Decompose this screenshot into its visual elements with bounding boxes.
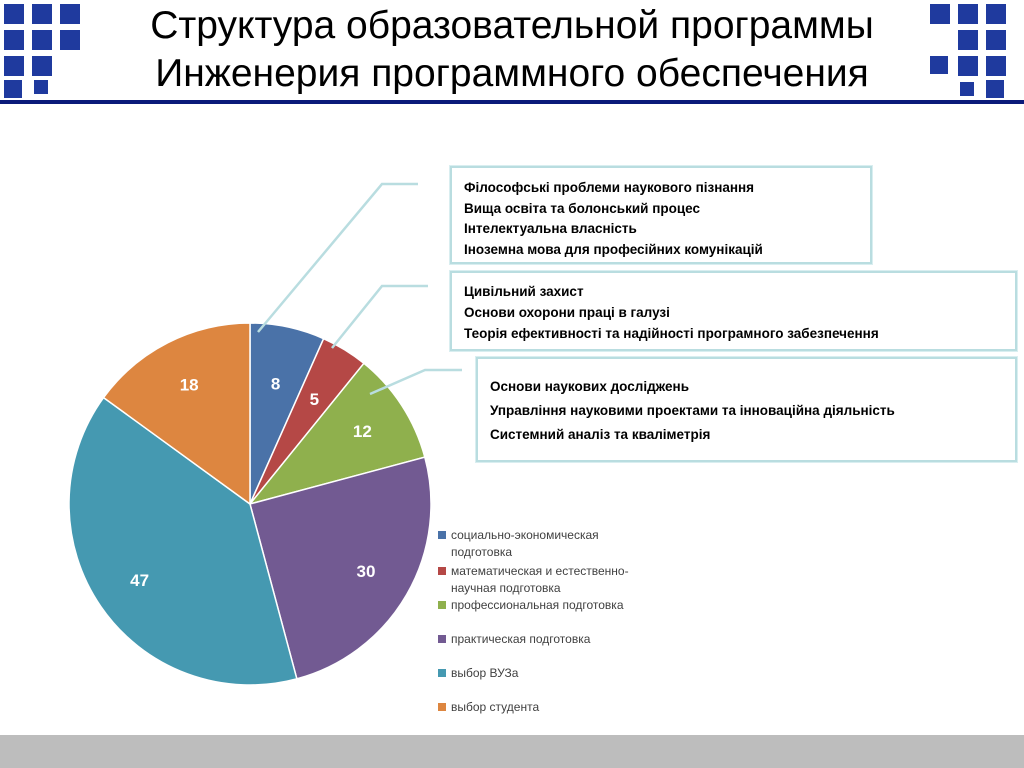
decorative-tile — [986, 30, 1006, 50]
legend-label: практическая подготовка — [451, 632, 591, 646]
callout-2-line: Основи охорони праці в галузі — [464, 305, 670, 320]
pie-slice — [68, 396, 298, 686]
callout-3-line: Основи наукових досліджень — [490, 379, 690, 394]
decorative-tile — [32, 30, 52, 50]
callout-box-1: Філософські проблеми наукового пізнання … — [450, 166, 872, 264]
decorative-tile — [958, 56, 978, 76]
callout-leader-line — [369, 368, 462, 396]
header-banner: Структура образовательной программы Инже… — [0, 0, 1024, 104]
legend-swatch — [438, 567, 446, 575]
legend-swatch — [438, 601, 446, 609]
pie-data-label: 5 — [310, 390, 319, 409]
callout-3-line: Системний аналіз та кваліметрія — [490, 427, 711, 442]
pie-data-label: 18 — [180, 376, 199, 395]
decorative-tile — [4, 56, 24, 76]
decorative-tile — [4, 4, 24, 24]
pie-chart: 8 5 12 30 47 18 — [68, 182, 462, 686]
legend-label: профессиональная подготовка — [451, 598, 624, 612]
callout-1-line: Інтелектуальна власність — [464, 221, 637, 236]
legend-label: выбор студента — [451, 700, 540, 714]
decorative-tile — [34, 80, 48, 94]
callout-box-3: Основи наукових досліджень Управління на… — [476, 357, 1017, 462]
callout-2-line: Теорія ефективності та надійності програ… — [464, 326, 879, 341]
header-background — [0, 0, 1024, 100]
pie-data-label: 8 — [271, 375, 280, 394]
header-rule — [0, 100, 1024, 104]
legend-label: социально-экономическая подготовка — [451, 528, 599, 559]
pie-slice — [249, 456, 432, 680]
legend-label: выбор ВУЗа — [451, 666, 519, 680]
decorative-tile — [60, 4, 80, 24]
decorative-tile — [930, 56, 948, 74]
decorative-tile — [60, 30, 80, 50]
callout-box-2: Цивільний захист Основи охорони праці в … — [450, 271, 1017, 351]
pie-data-label: 12 — [353, 422, 372, 441]
decorative-tile — [32, 56, 52, 76]
decorative-tile — [4, 80, 22, 98]
legend-swatch — [438, 531, 446, 539]
decorative-tile — [32, 4, 52, 24]
decorative-tile — [986, 80, 1004, 98]
legend-swatch — [438, 703, 446, 711]
pie-data-label: 30 — [357, 562, 376, 581]
callout-1-line: Філософські проблеми наукового пізнання — [464, 180, 755, 195]
decorative-tile — [960, 82, 974, 96]
title-line-2: Инженерия программного обеспечения — [155, 52, 869, 95]
footer-bar — [0, 735, 1024, 768]
decorative-tile — [958, 30, 978, 50]
pie-data-label: 47 — [130, 571, 149, 590]
callout-2-line: Цивільний захист — [464, 284, 584, 299]
decorative-tile — [930, 4, 950, 24]
decorative-tile — [958, 4, 978, 24]
callout-leader-line — [257, 182, 418, 333]
callout-1-line: Вища освіта та болонський процес — [464, 200, 700, 216]
legend-label: математическая и естественно-научная под… — [451, 564, 629, 595]
legend-swatch — [438, 635, 446, 643]
page-title: Структура образовательной программы Инже… — [0, 2, 1024, 98]
legend-swatch — [438, 669, 446, 677]
callout-1-line: Іноземна мова для професійних комунікаці… — [464, 241, 763, 257]
pie-slice — [102, 322, 251, 506]
callout-3-line: Управління науковими проектами та іннова… — [490, 403, 895, 418]
callout-leader-line — [331, 284, 428, 349]
decorative-tile — [4, 30, 24, 50]
decorative-tile — [986, 4, 1006, 24]
decorative-tile — [986, 56, 1006, 76]
title-line-1: Структура образовательной программы — [150, 4, 874, 47]
